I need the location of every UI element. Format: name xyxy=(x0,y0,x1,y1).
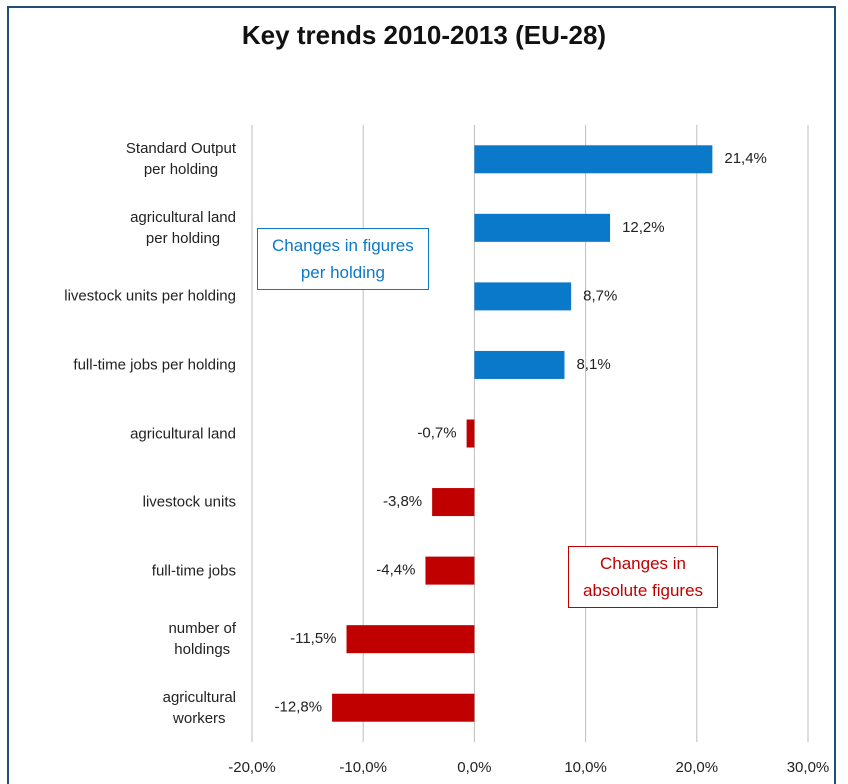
x-tick-label: 10,0% xyxy=(564,759,607,776)
bar xyxy=(432,488,475,517)
bar xyxy=(474,282,572,311)
value-label: -12,8% xyxy=(275,699,323,716)
y-tick-label: full-time jobs per holding xyxy=(73,356,236,374)
y-tick-label: agricultural land per holding xyxy=(130,208,236,247)
y-tick-label: number of holdings xyxy=(168,620,236,659)
value-label: -11,5% xyxy=(290,630,336,647)
x-tick-label: -10,0% xyxy=(339,759,387,776)
bar xyxy=(332,693,475,722)
x-tick-label: -20,0% xyxy=(228,759,276,776)
y-tick-label: livestock units xyxy=(142,493,236,511)
value-label: 21,4% xyxy=(724,150,767,167)
y-tick-label: Standard Output per holding xyxy=(125,140,236,179)
value-label: 8,1% xyxy=(576,356,610,373)
annotation: Changes in figures per holding xyxy=(257,228,429,290)
bar xyxy=(466,419,475,448)
bar xyxy=(474,213,611,242)
value-label: -0,7% xyxy=(417,424,456,441)
frame xyxy=(7,6,836,784)
value-label: -3,8% xyxy=(383,493,422,510)
y-tick-label: agricultural workers xyxy=(162,688,236,727)
y-tick-label: livestock units per holding xyxy=(64,287,236,305)
y-tick-label: full-time jobs xyxy=(151,562,236,580)
y-tick-label: agricultural land xyxy=(130,425,236,442)
x-tick-label: 30,0% xyxy=(787,759,830,776)
x-tick-label: 20,0% xyxy=(676,759,719,776)
bar xyxy=(474,350,565,379)
value-label: -4,4% xyxy=(376,562,415,579)
bar xyxy=(474,145,713,174)
annotation: Changes in absolute figures xyxy=(568,546,719,608)
value-label: 8,7% xyxy=(583,287,617,304)
value-label: 12,2% xyxy=(622,219,665,236)
bar xyxy=(425,556,475,585)
bar xyxy=(346,625,475,654)
chart-title: Key trends 2010-2013 (EU-28) xyxy=(241,20,607,50)
x-tick-label: 0,0% xyxy=(457,759,491,776)
